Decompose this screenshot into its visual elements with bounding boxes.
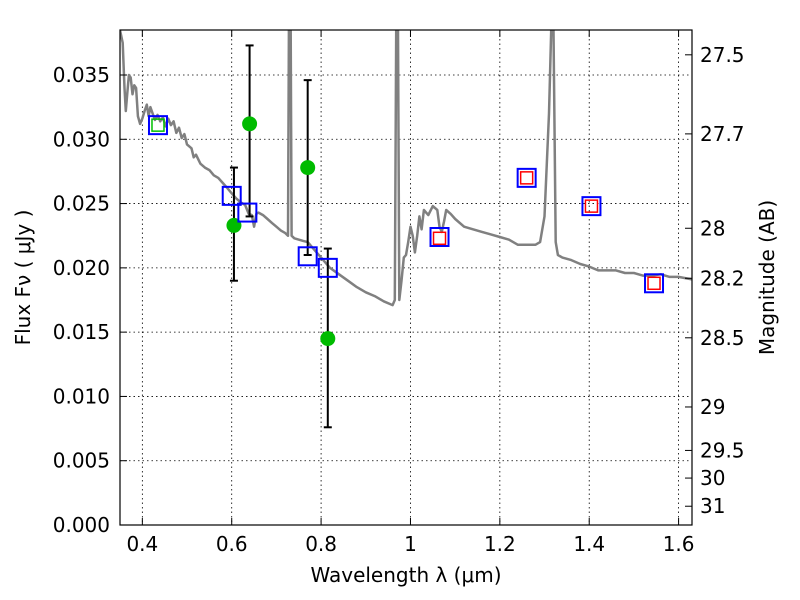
model-flux-square bbox=[147, 115, 168, 136]
model-flux-square bbox=[317, 257, 338, 278]
inner-flux-square bbox=[519, 171, 534, 185]
y-tick-label: 0.005 bbox=[53, 449, 110, 473]
right-tick-label: 28.5 bbox=[700, 326, 745, 350]
model-flux-square bbox=[237, 202, 258, 223]
inner-flux-square bbox=[584, 199, 599, 213]
y-tick-label: 0.010 bbox=[53, 384, 110, 408]
model-flux-square bbox=[644, 273, 665, 294]
x-tick-label: 1.2 bbox=[484, 532, 516, 556]
x-tick-label: 1.4 bbox=[573, 532, 605, 556]
right-axis-label: Magnitude (AB) bbox=[755, 200, 779, 355]
right-tick-label: 27.7 bbox=[700, 122, 745, 146]
right-tick-label: 29 bbox=[700, 395, 725, 419]
model-spectrum-line bbox=[120, 30, 692, 307]
right-tick-label: 30 bbox=[700, 466, 725, 490]
inner-flux-square bbox=[151, 118, 165, 132]
model-flux-square bbox=[221, 185, 242, 206]
model-flux-square bbox=[516, 167, 537, 188]
axis-ticks: 0.4 0.6 0.8 1 1.2 1.4 1.6 0.000 0.005 0.010 0.015 0… bbox=[53, 30, 745, 556]
right-tick-label: 27.5 bbox=[700, 43, 745, 67]
plot-series bbox=[120, 30, 692, 429]
observed-flux-point bbox=[242, 116, 258, 132]
right-tick-label: 28.2 bbox=[700, 266, 745, 290]
x-tick-label: 1.6 bbox=[663, 532, 695, 556]
y-tick-label: 0.000 bbox=[53, 513, 110, 537]
x-axis-label: Wavelength λ (μm) bbox=[310, 563, 501, 587]
x-tick-label: 0.4 bbox=[126, 532, 158, 556]
plot-frame bbox=[119, 29, 693, 526]
y-tick-label: 0.020 bbox=[53, 256, 110, 280]
observed-flux-point bbox=[300, 160, 316, 176]
y-axis-label: Flux Fν ( μJy ) bbox=[11, 210, 35, 346]
right-tick-label: 31 bbox=[700, 494, 725, 518]
y-tick-label: 0.015 bbox=[53, 320, 110, 344]
y-tick-label: 0.035 bbox=[53, 63, 110, 87]
observed-flux-point bbox=[320, 331, 336, 347]
y-tick-label: 0.030 bbox=[53, 127, 110, 151]
right-tick-label: 29.5 bbox=[700, 438, 745, 462]
x-tick-label: 0.6 bbox=[216, 532, 248, 556]
inner-flux-square bbox=[432, 231, 447, 246]
x-tick-label: 1 bbox=[404, 532, 417, 556]
y-tick-label: 0.025 bbox=[53, 192, 110, 216]
x-tick-label: 0.8 bbox=[305, 532, 337, 556]
inner-flux-square bbox=[647, 276, 661, 291]
model-flux-square bbox=[429, 227, 450, 247]
right-tick-label: 28 bbox=[700, 216, 725, 240]
model-flux-square bbox=[297, 246, 318, 267]
model-flux-square bbox=[581, 196, 602, 217]
grid-lines bbox=[120, 30, 692, 526]
